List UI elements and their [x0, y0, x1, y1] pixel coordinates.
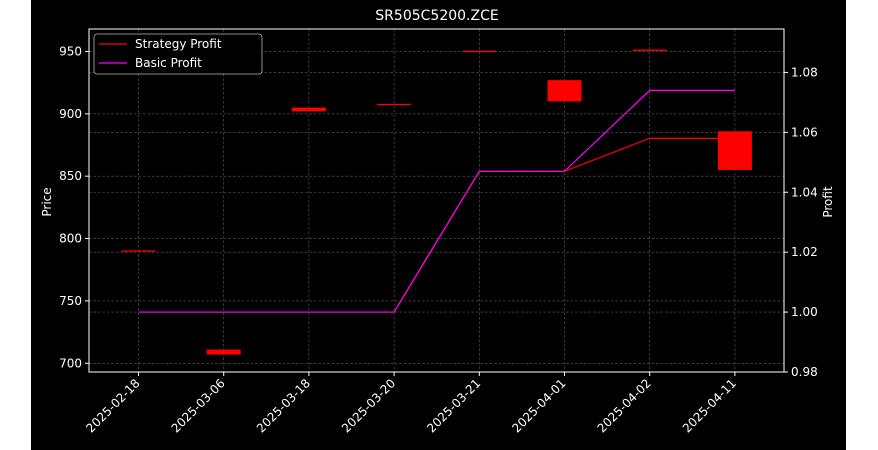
y-tick-label-left: 750 [59, 294, 82, 308]
x-tick-label: 2025-04-02 [595, 376, 654, 435]
y-tick-label-left: 900 [59, 107, 82, 121]
y-tick-label-right: 1.04 [791, 185, 818, 199]
chart-figure: 2025-02-18 2025-03-06 2025-03-18 2025-03-20… [31, 0, 846, 450]
legend: Strategy Profit Basic Profit [93, 33, 263, 75]
y-tick-label-right: 1.00 [791, 305, 818, 319]
x-tick-label: 2025-03-20 [339, 376, 398, 435]
grid-lines [89, 29, 784, 373]
y-tick-label-right: 1.02 [791, 245, 818, 259]
x-tick-label: 2025-03-18 [254, 376, 313, 435]
price-candles [121, 49, 752, 355]
x-tick-label: 2025-04-01 [509, 376, 568, 435]
price-candle [291, 107, 326, 112]
x-tick-label: 2025-04-11 [680, 376, 739, 435]
strategy-profit-line [138, 137, 735, 313]
basic-profit-line [138, 89, 735, 313]
y-axis-label-right: Profit [821, 186, 835, 218]
y-tick-label-right: 1.08 [791, 65, 818, 79]
price-candle [377, 103, 412, 106]
x-tick-label: 2025-03-06 [169, 376, 228, 435]
y-tick-label-left: 800 [59, 232, 82, 246]
chart-title: SR505C5200.ZCE [375, 8, 498, 24]
price-candle [717, 131, 752, 170]
y-tick-label-left: 850 [59, 169, 82, 183]
y-tick-label-right: 1.06 [791, 125, 818, 139]
price-candle [547, 80, 582, 102]
y-tick-label-left: 950 [59, 44, 82, 58]
y-tick-label-left: 700 [59, 356, 82, 370]
x-tick-label: 2025-02-18 [83, 376, 142, 435]
chart-svg: 2025-02-18 2025-03-06 2025-03-18 2025-03-20… [40, 8, 835, 435]
legend-label: Basic Profit [135, 56, 202, 70]
y-tick-label-right: 0.98 [791, 365, 818, 379]
price-candle [206, 349, 241, 355]
y-axis-label-left: Price [40, 187, 54, 216]
axes-frame [88, 28, 785, 373]
legend-label: Strategy Profit [135, 37, 222, 51]
legend-box [93, 33, 263, 75]
profit-lines [138, 89, 735, 313]
x-tick-label: 2025-03-21 [424, 376, 483, 435]
plot-frame [88, 28, 785, 373]
